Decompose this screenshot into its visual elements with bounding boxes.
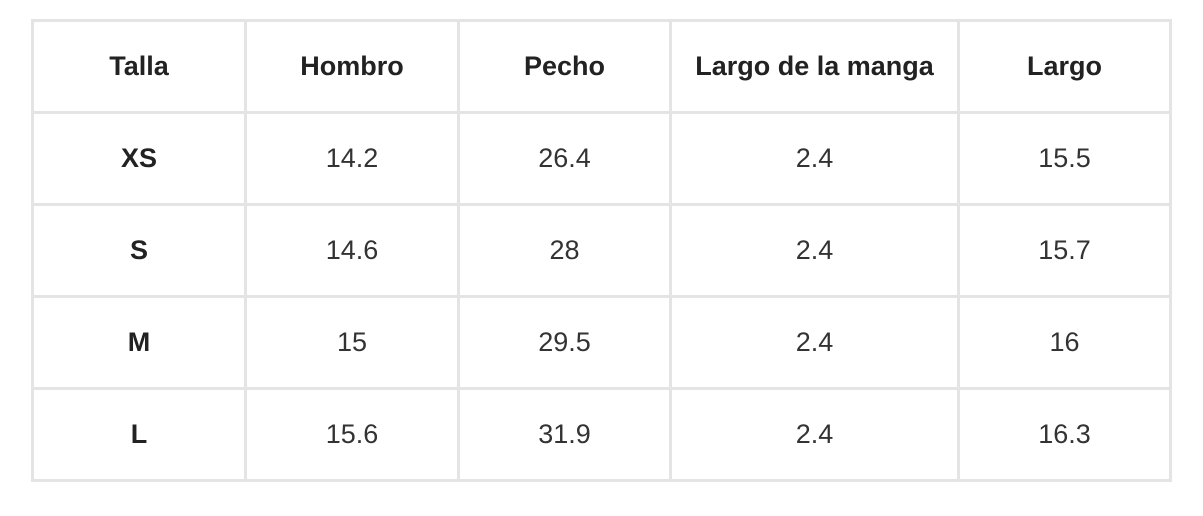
- length-value: 16.3: [957, 387, 1172, 482]
- length-value: 15.7: [957, 203, 1172, 298]
- shoulder-value: 14.2: [244, 111, 460, 206]
- sleeve-length-value: 2.4: [669, 203, 960, 298]
- size-label: S: [31, 203, 247, 298]
- sleeve-length-value: 2.4: [669, 111, 960, 206]
- table-row: L 15.6 31.9 2.4 16.3: [31, 387, 1172, 482]
- header-sleeve-length: Largo de la manga: [669, 19, 960, 114]
- chest-value: 29.5: [457, 295, 672, 390]
- chest-value: 31.9: [457, 387, 672, 482]
- table-row: XS 14.2 26.4 2.4 15.5: [31, 111, 1172, 206]
- header-size: Talla: [31, 19, 247, 114]
- shoulder-value: 15.6: [244, 387, 460, 482]
- size-label: M: [31, 295, 247, 390]
- table-header-row: Talla Hombro Pecho Largo de la manga Lar…: [31, 19, 1172, 114]
- table-row: S 14.6 28 2.4 15.7: [31, 203, 1172, 298]
- chest-value: 28: [457, 203, 672, 298]
- sleeve-length-value: 2.4: [669, 387, 960, 482]
- size-label: L: [31, 387, 247, 482]
- header-chest: Pecho: [457, 19, 672, 114]
- header-length: Largo: [957, 19, 1172, 114]
- sleeve-length-value: 2.4: [669, 295, 960, 390]
- size-chart-table: Talla Hombro Pecho Largo de la manga Lar…: [31, 19, 1172, 482]
- length-value: 15.5: [957, 111, 1172, 206]
- header-shoulder: Hombro: [244, 19, 460, 114]
- table-row: M 15 29.5 2.4 16: [31, 295, 1172, 390]
- length-value: 16: [957, 295, 1172, 390]
- size-label: XS: [31, 111, 247, 206]
- shoulder-value: 14.6: [244, 203, 460, 298]
- chest-value: 26.4: [457, 111, 672, 206]
- shoulder-value: 15: [244, 295, 460, 390]
